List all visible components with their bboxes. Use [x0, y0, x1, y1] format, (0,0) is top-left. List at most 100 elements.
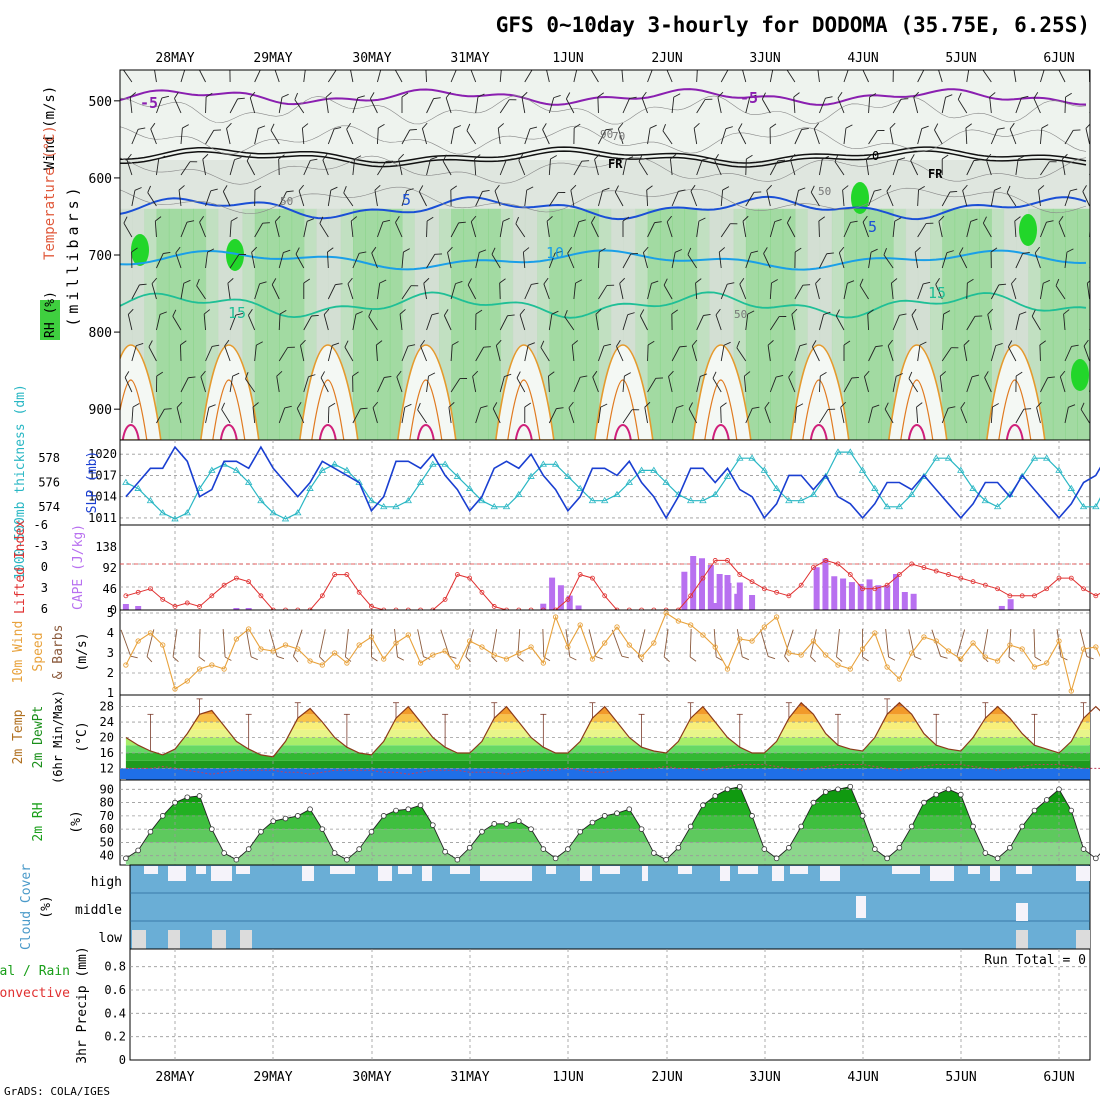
upper-wind-barb-383: [884, 402, 894, 424]
thickness-point-28: [465, 484, 474, 491]
cape-bar-extra-14: [831, 576, 838, 610]
lifted-index-point-8: [221, 582, 227, 588]
wind-speed-point-74: [1031, 664, 1038, 670]
wind-speed-point-33: [528, 644, 534, 650]
upper-wind-barb-392: [911, 308, 919, 331]
upper-wind-barb-409: [957, 92, 968, 114]
upper-wind-barb-415: [966, 278, 974, 300]
date-label-bottom-8: 5JUN: [945, 1070, 976, 1085]
wind-speed-point-12: [270, 648, 276, 654]
upper-wind-barb-473: [1089, 221, 1090, 238]
upper-wind-barb-206: [542, 123, 550, 145]
li-tick-label-3: 3: [41, 581, 48, 595]
temp-axis-title-2: 2m DewPt: [31, 706, 46, 769]
upper-wind-barb-34: [180, 376, 196, 393]
upper-shade-top: [120, 70, 1090, 160]
wind-speed-point-2: [147, 630, 154, 636]
upper-wind-barb-228: [589, 70, 599, 83]
li-tick-label-1: -3: [34, 539, 48, 553]
wind-tick-label-4: 1: [107, 686, 114, 700]
upper-wind-barb-119: [352, 407, 368, 424]
upper-wind-barb-249: [616, 340, 624, 362]
upper-wind-barb-163: [450, 280, 463, 300]
upper-wind-barb-91: [303, 278, 311, 299]
rh-point-35: [552, 855, 559, 862]
cloud-high-gap-20: [790, 866, 808, 874]
cloud-panel: high middle low Cloud Cover (%): [19, 864, 1091, 950]
rh-point-67: [945, 786, 952, 793]
upper-wind-barb-57: [224, 339, 231, 362]
upper-wind-barb-26: [180, 124, 189, 145]
rh-point-25: [430, 822, 436, 828]
upper-wind-barb-336: [817, 70, 820, 83]
cape-bar-extra-7: [699, 558, 705, 610]
surface-wind-barb-40: [611, 629, 629, 659]
lifted-index-point-52: [761, 586, 767, 592]
lifted-index-point-72: [1007, 593, 1013, 599]
rh-shade-col-3: [156, 208, 170, 440]
surface-wind-barb-6: [198, 628, 206, 662]
wind-speed-point-70: [982, 654, 988, 660]
upper-wind-barb-352: [842, 185, 849, 207]
upper-wind-barb-443: [1015, 408, 1032, 424]
rh-shade-col-44: [659, 208, 673, 440]
cape-bar-extra-18: [866, 579, 873, 610]
thickness-point-54: [785, 496, 793, 504]
wind-speed-point-24: [417, 660, 424, 666]
upper-wind-barb-37: [205, 92, 213, 114]
date-label-top-0: 28MAY: [155, 51, 194, 66]
rh-point-1: [135, 847, 141, 854]
upper-wind-barb-231: [594, 153, 600, 176]
label-90: 90: [600, 128, 613, 141]
thickness-point-20: [367, 496, 376, 504]
wind-axis-title-1: 10m Wind: [11, 621, 26, 684]
wind-speed-point-35: [552, 614, 559, 620]
lifted-index-point-68: [958, 575, 964, 581]
lifted-index-point-60: [860, 586, 865, 592]
hot-contour-1: [219, 424, 238, 440]
rh-point-32: [515, 818, 522, 824]
thickness-line: [125, 451, 1100, 520]
upper-wind-barb-434: [1009, 122, 1017, 145]
upper-wind-barb-430: [984, 371, 992, 393]
thickness-point-17: [330, 460, 339, 467]
cloud-high-gap-27: [1076, 866, 1090, 881]
lifted-index-point-6: [197, 604, 202, 609]
rh-point-52: [761, 846, 768, 852]
upper-wind-barb-426: [990, 247, 998, 269]
upper-wind-barb-46: [200, 370, 206, 393]
upper-wind-barb-238: [592, 370, 599, 393]
cape-bar-extra-21: [893, 574, 899, 610]
upper-wind-barb-263: [644, 401, 651, 424]
upper-wind-barb-372: [892, 70, 894, 83]
thickness-point-29: [478, 496, 486, 504]
upper-wind-barb-444: [1040, 70, 1046, 83]
warm-bulb-inner-8: [900, 379, 934, 440]
rh-high-blob-2: [851, 182, 869, 214]
upper-wind-barb-90: [295, 247, 305, 269]
contour-5: [120, 195, 1087, 221]
upper-wind-barb-448: [1038, 185, 1045, 207]
rh-point-17: [331, 850, 338, 856]
upper-wind-barb-389: [917, 222, 934, 238]
slp-tick-label-0: 1020: [88, 447, 117, 461]
date-label-bottom-0: 28MAY: [155, 1070, 194, 1085]
cape-bar-extra-3: [566, 595, 573, 610]
date-label-top-4: 1JUN: [552, 51, 583, 66]
upper-wind-barb-123: [377, 160, 394, 176]
wind-speed-point-30: [491, 652, 497, 658]
upper-wind-barb-133: [401, 92, 409, 113]
wind-speed-point-10: [246, 626, 252, 632]
rh-axis-unit: (%): [69, 810, 84, 833]
rh-point-78: [1080, 846, 1087, 852]
upper-wind-barb-221: [573, 219, 586, 238]
thickness-point-34: [539, 460, 548, 467]
upper-wind-barb-217: [565, 92, 575, 114]
rh-point-6: [196, 793, 203, 799]
wind-speed-point-69: [970, 640, 976, 646]
lifted-index-point-37: [577, 572, 583, 577]
upper-wind-barb-38: [205, 129, 222, 145]
upper-wind-barb-235: [598, 284, 615, 300]
upper-wind-barb-27: [180, 161, 198, 176]
upper-wind-barb-223: [573, 279, 583, 300]
